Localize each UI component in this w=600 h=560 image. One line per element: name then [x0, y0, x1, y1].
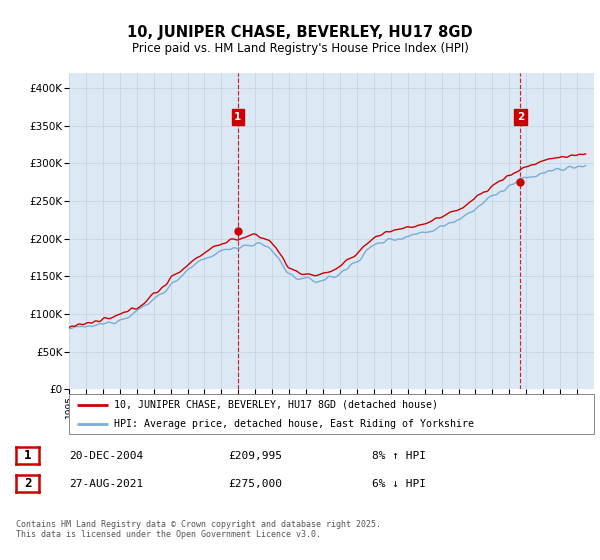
Text: 6% ↓ HPI: 6% ↓ HPI: [372, 479, 426, 489]
Text: Contains HM Land Registry data © Crown copyright and database right 2025.
This d: Contains HM Land Registry data © Crown c…: [16, 520, 381, 539]
Text: 27-AUG-2021: 27-AUG-2021: [69, 479, 143, 489]
Text: Price paid vs. HM Land Registry's House Price Index (HPI): Price paid vs. HM Land Registry's House …: [131, 42, 469, 55]
Text: 20-DEC-2004: 20-DEC-2004: [69, 451, 143, 461]
Text: 10, JUNIPER CHASE, BEVERLEY, HU17 8GD: 10, JUNIPER CHASE, BEVERLEY, HU17 8GD: [127, 25, 473, 40]
Text: 8% ↑ HPI: 8% ↑ HPI: [372, 451, 426, 461]
Text: 1: 1: [234, 112, 241, 122]
Text: HPI: Average price, detached house, East Riding of Yorkshire: HPI: Average price, detached house, East…: [113, 419, 473, 429]
Text: 2: 2: [24, 477, 31, 490]
Text: £209,995: £209,995: [228, 451, 282, 461]
Text: 2: 2: [517, 112, 524, 122]
Text: £275,000: £275,000: [228, 479, 282, 489]
Text: 10, JUNIPER CHASE, BEVERLEY, HU17 8GD (detached house): 10, JUNIPER CHASE, BEVERLEY, HU17 8GD (d…: [113, 400, 437, 410]
Text: 1: 1: [24, 449, 31, 462]
